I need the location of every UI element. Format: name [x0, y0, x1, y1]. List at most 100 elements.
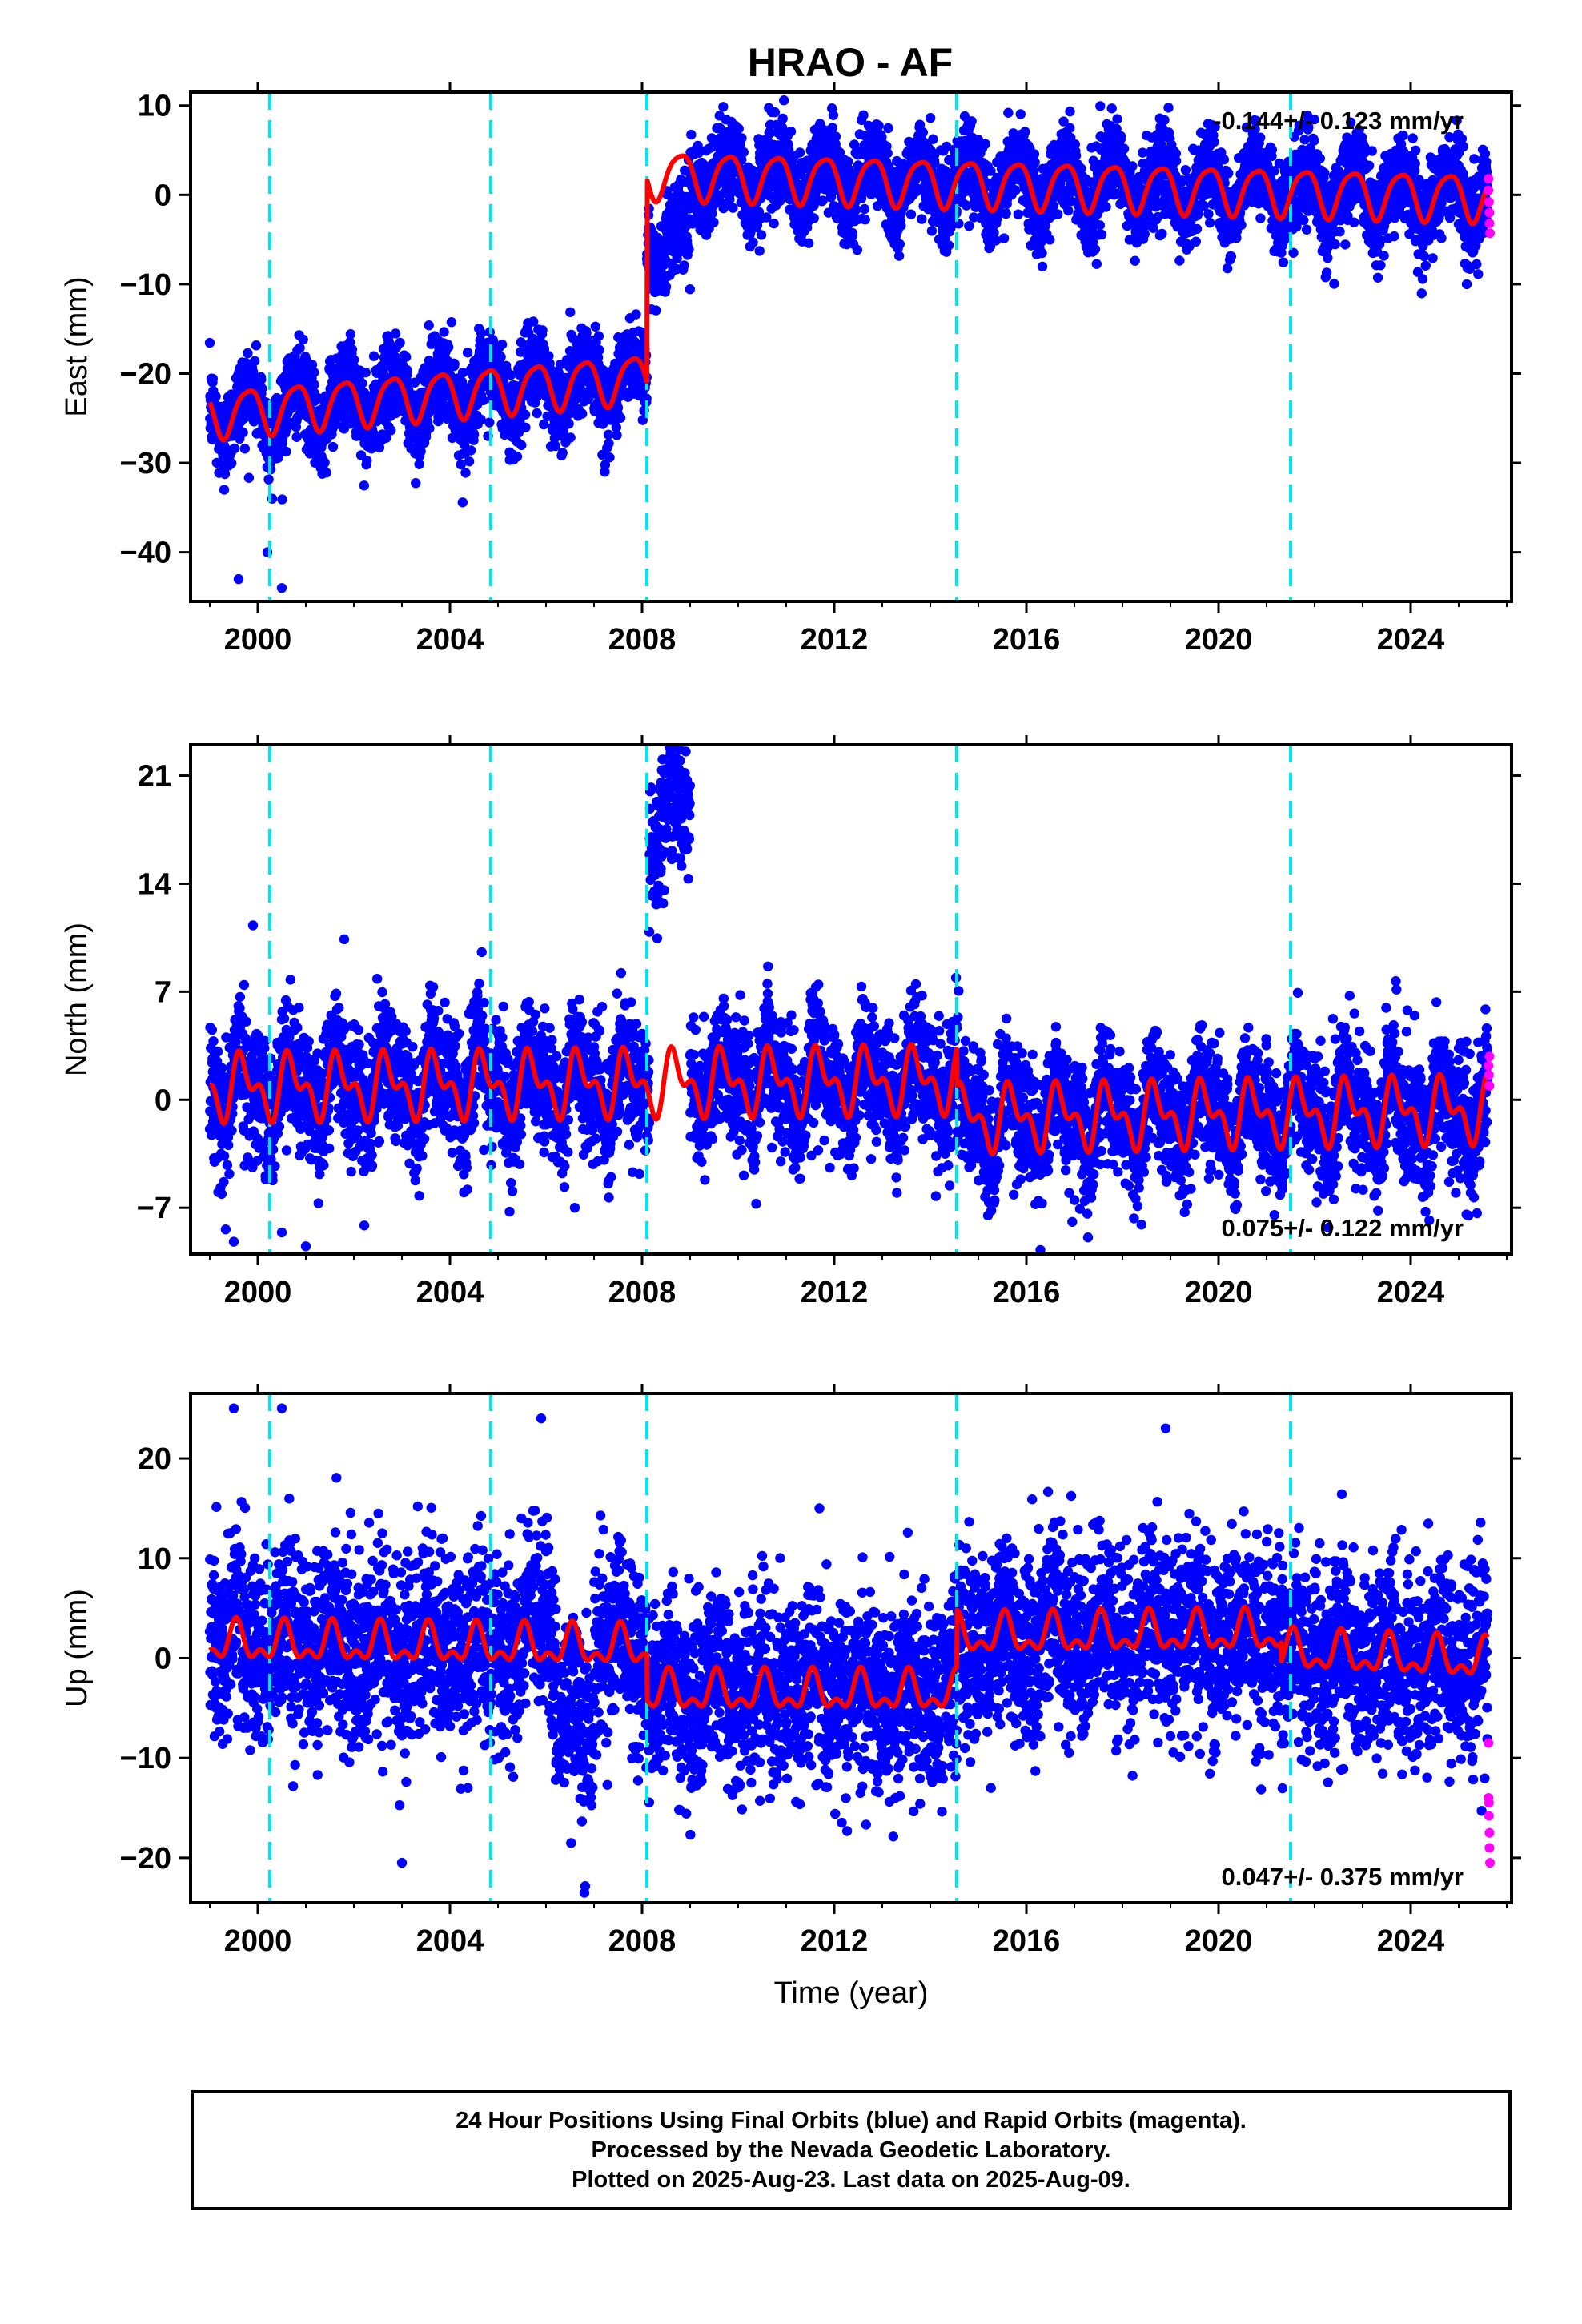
final-point: [362, 456, 372, 466]
final-point: [612, 430, 622, 440]
final-point: [651, 305, 661, 316]
east-panel: 2000 2004 2008 2012 2016 2020 2024100−10−20−30…: [60, 82, 1521, 657]
final-point: [496, 352, 506, 362]
final-point: [319, 457, 330, 468]
final-point: [1157, 228, 1167, 239]
final-point: [679, 260, 689, 271]
final-point: [238, 427, 248, 438]
final-point: [250, 356, 260, 366]
final-point: [779, 95, 789, 106]
final-point: [1091, 259, 1102, 269]
final-point: [401, 352, 412, 362]
final-point: [309, 379, 319, 390]
final-point: [728, 203, 738, 213]
final-point: [604, 452, 615, 463]
final-point: [1174, 255, 1185, 266]
final-point: [476, 328, 487, 339]
final-point: [1106, 103, 1117, 114]
final-point: [1205, 218, 1215, 228]
final-point: [484, 417, 495, 428]
final-point: [368, 351, 379, 361]
final-point: [926, 226, 938, 236]
final-point: [686, 129, 697, 140]
final-point: [593, 331, 604, 341]
final-point: [590, 321, 600, 332]
final-point: [229, 443, 240, 454]
final-point: [1037, 247, 1047, 259]
final-point: [966, 116, 977, 127]
final-point: [1048, 200, 1059, 211]
final-point: [446, 317, 457, 328]
final-point: [1115, 131, 1126, 142]
final-point: [227, 458, 237, 468]
final-point: [1096, 229, 1107, 240]
final-point: [402, 369, 412, 380]
final-point: [794, 147, 805, 158]
final-point: [390, 328, 401, 339]
final-point: [565, 432, 576, 443]
final-point: [827, 123, 837, 133]
final-point: [1003, 107, 1014, 118]
final-point: [281, 446, 291, 457]
final-point: [520, 422, 531, 432]
final-point: [1065, 106, 1075, 117]
final-point: [1139, 229, 1150, 239]
final-point: [424, 320, 434, 331]
final-point: [858, 110, 869, 120]
final-point: [424, 423, 435, 434]
final-point: [804, 238, 814, 248]
final-point: [464, 456, 475, 467]
final-point: [1159, 115, 1170, 125]
final-point: [395, 337, 405, 348]
final-point: [964, 221, 974, 231]
final-point: [457, 368, 468, 378]
final-point: [896, 220, 906, 231]
final-point: [476, 414, 486, 425]
final-point: [359, 480, 369, 491]
final-point: [1030, 157, 1040, 167]
final-point: [505, 370, 516, 380]
final-point: [1020, 127, 1030, 137]
final-point: [263, 474, 274, 485]
final-point: [204, 337, 215, 348]
final-point: [860, 215, 870, 225]
final-point: [256, 374, 267, 385]
final-point: [277, 494, 287, 505]
final-point: [456, 459, 466, 470]
final-point: [828, 110, 839, 120]
final-point: [239, 444, 250, 454]
final-point: [809, 213, 819, 223]
plot-area: [204, 92, 1495, 601]
final-point: [883, 123, 893, 134]
final-point: [1065, 123, 1075, 133]
final-point: [748, 237, 758, 247]
final-point: [512, 452, 523, 462]
final-point: [251, 340, 262, 351]
final-point: [564, 418, 574, 429]
final-point: [347, 344, 358, 355]
final-point: [733, 123, 744, 134]
final-point: [980, 139, 990, 149]
final-point: [1070, 151, 1082, 161]
final-point: [615, 412, 626, 423]
final-point: [684, 244, 694, 255]
final-point: [718, 102, 729, 112]
final-point: [411, 478, 421, 489]
figure-title: HRAO - AF: [748, 40, 953, 85]
final-point: [420, 432, 432, 442]
final-point: [360, 367, 371, 378]
final-point: [1112, 114, 1122, 124]
final-point: [754, 246, 765, 256]
final-point: [893, 251, 905, 261]
final-point: [917, 127, 929, 138]
final-point: [1013, 209, 1024, 219]
final-point: [998, 233, 1010, 243]
final-point: [882, 148, 893, 159]
final-point: [894, 239, 905, 250]
final-point: [357, 378, 367, 388]
final-point: [1095, 101, 1106, 111]
final-point: [661, 282, 672, 292]
final-point: [928, 134, 938, 144]
final-point: [291, 432, 302, 442]
final-point: [756, 230, 767, 240]
